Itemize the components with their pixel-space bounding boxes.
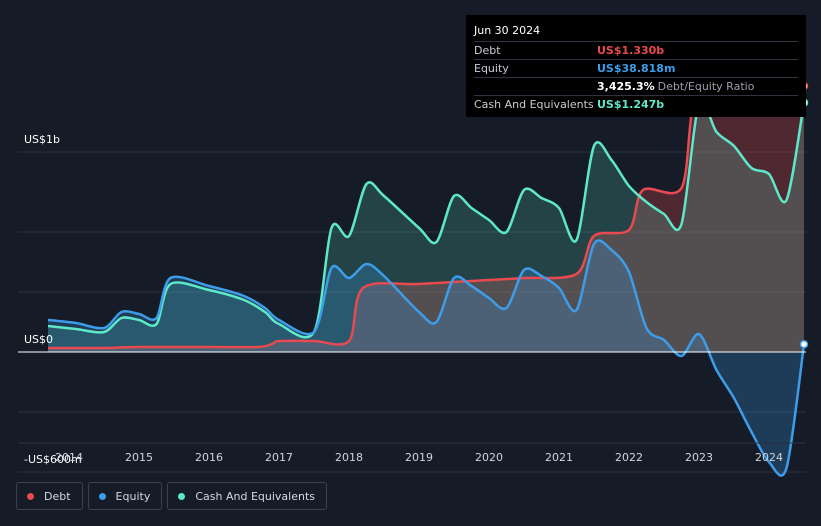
line-cash-and-equivalents [47, 99, 806, 339]
legend-dot-debt-icon [27, 492, 34, 500]
tooltip-value-cash: US$1.247b [597, 98, 665, 111]
tooltip-ratio-caption: Debt/Equity Ratio [657, 80, 755, 93]
y-tick-label: US$0 [24, 333, 53, 346]
tooltip-row-cash: Cash And Equivalents US$1.247b [474, 95, 798, 113]
tooltip-label-equity: Equity [474, 62, 509, 75]
gridlines [18, 151, 806, 473]
tooltip-row-equity: Equity US$38.818m [474, 59, 798, 77]
tooltip-panel: Jun 30 2024 Debt US$1.330b Equity US$38.… [466, 15, 806, 117]
x-tick-label: 2023 [685, 451, 713, 464]
x-tick-label: 2020 [475, 451, 503, 464]
area-debt [48, 86, 804, 352]
x-tick-label: 2018 [335, 451, 363, 464]
y-tick-label: US$1b [24, 133, 60, 146]
x-tick-label: 2024 [755, 451, 783, 464]
tooltip-label-ratio [474, 78, 597, 95]
tooltip-value-ratio: 3,425.3% [597, 80, 655, 93]
legend-dot-equity-icon [98, 492, 106, 500]
legend-item-debt[interactable]: Debt [16, 482, 83, 510]
line-equity [47, 239, 806, 477]
x-tick-label: 2014 [55, 451, 83, 464]
line-debt [47, 84, 805, 350]
tooltip-value-debt: US$1.330b [597, 44, 665, 57]
tooltip-row-ratio: 3,425.3% Debt/Equity Ratio [474, 77, 798, 95]
legend-item-equity[interactable]: Equity [87, 482, 163, 510]
legend-label-cash: Cash And Equivalents [195, 489, 315, 503]
x-tick-label: 2016 [195, 451, 223, 464]
legend-dot-cash-icon [178, 492, 186, 500]
x-tick-label: 2022 [615, 451, 643, 464]
x-tick-label: 2019 [405, 451, 433, 464]
x-tick-label: 2015 [125, 451, 153, 464]
series-lines [47, 84, 806, 477]
area-cash-and-equivalents [48, 100, 804, 352]
tooltip-label-debt: Debt [474, 44, 501, 57]
legend-label-equity: Equity [115, 489, 151, 503]
series-areas [48, 86, 804, 476]
end-marker-equity [799, 339, 809, 349]
area-equity [48, 240, 804, 476]
tooltip-date: Jun 30 2024 [474, 24, 541, 37]
legend-item-cash[interactable]: Cash And Equivalents [167, 482, 327, 510]
x-tick-label: 2021 [545, 451, 573, 464]
y-tick-label: -US$600m [24, 453, 82, 466]
tooltip-row-debt: Debt US$1.330b [474, 41, 798, 59]
tooltip-label-cash: Cash And Equivalents [474, 98, 594, 111]
legend: Debt Equity Cash And Equivalents [16, 482, 327, 510]
tooltip-value-equity: US$38.818m [597, 62, 676, 75]
legend-label-debt: Debt [44, 489, 71, 503]
x-tick-label: 2017 [265, 451, 293, 464]
